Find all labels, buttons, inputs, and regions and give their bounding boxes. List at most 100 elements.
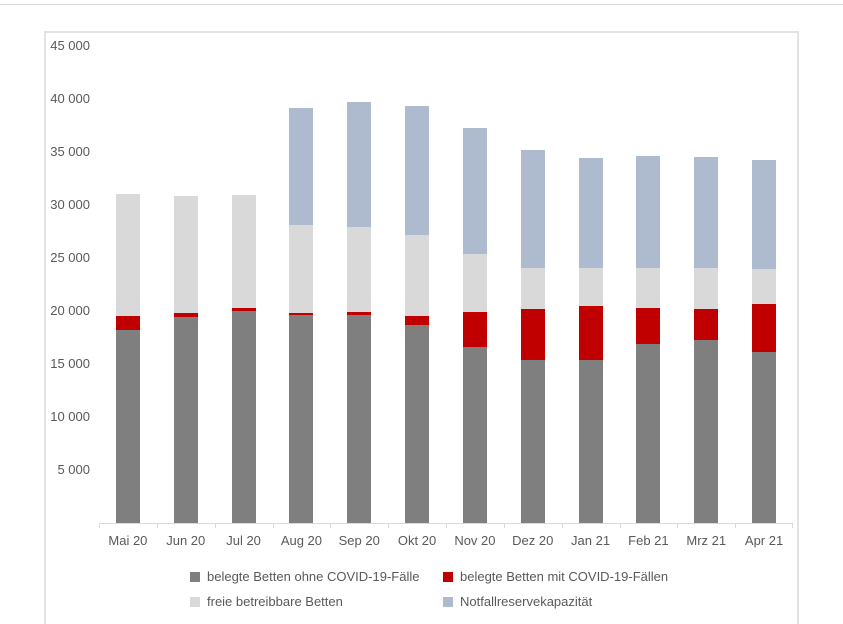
bar-segment	[289, 312, 314, 316]
x-axis-category-label: Feb 21	[628, 533, 669, 548]
bar-segment	[115, 316, 140, 331]
bar-stack	[694, 157, 719, 523]
bar-segment	[462, 127, 487, 254]
chart-frame-border-left	[44, 31, 46, 624]
x-axis-tick-mark	[273, 523, 274, 528]
bar-column-nov-20	[446, 46, 504, 523]
legend-item: belegte Betten mit COVID-19-Fällen	[443, 568, 668, 585]
bar-segment	[347, 102, 372, 228]
bar-segment	[289, 108, 314, 225]
x-axis-category-label: Mrz 21	[686, 533, 727, 548]
bar-segment	[173, 196, 198, 313]
bar-segment	[578, 305, 603, 360]
x-axis-labels: Mai 20 Jun 20 Jul 20 Aug 20 Sep 20 Okt 20 Nov …	[99, 533, 793, 553]
plot-area	[99, 46, 793, 528]
bar-segment	[462, 312, 487, 348]
x-axis-category-label: Apr 21	[744, 533, 784, 548]
bar-segment	[231, 307, 256, 311]
bar-segment	[289, 224, 314, 313]
x-axis-tick-mark	[215, 523, 216, 528]
bar-segment	[578, 267, 603, 306]
bar-segment	[520, 308, 545, 360]
bar-segment	[347, 312, 372, 316]
chart-frame-border-top	[44, 31, 799, 33]
x-axis-category-label: Jan 21	[571, 533, 611, 548]
bar-stack	[636, 156, 661, 523]
bar-segment	[520, 359, 545, 523]
x-axis-tick-mark	[735, 523, 736, 528]
bar-column-feb-21	[620, 46, 678, 523]
bar-segment	[578, 158, 603, 268]
bar-column-aug-20	[273, 46, 331, 523]
x-axis-category-label: Aug 20	[280, 533, 323, 548]
bar-segment	[405, 324, 430, 523]
legend-label: belegte Betten mit COVID-19-Fällen	[460, 569, 669, 584]
bar-stack	[347, 102, 372, 523]
x-axis-tick-mark	[504, 523, 505, 528]
bar-segment	[462, 253, 487, 313]
x-axis-category-label: Dez 20	[512, 533, 554, 548]
bar-segment	[462, 347, 487, 523]
x-axis-category-label: Okt 20	[397, 533, 437, 548]
x-axis-tick-mark	[388, 523, 389, 528]
bar-column-apr-21	[735, 46, 793, 523]
x-axis-category-label: Sep 20	[338, 533, 380, 548]
y-axis-tick-label: 20 000	[50, 303, 90, 318]
bar-column-jan-21	[562, 46, 620, 523]
bar-column-okt-20	[388, 46, 446, 523]
bar-segment	[115, 194, 140, 317]
legend-label: freie betreibbare Betten	[207, 594, 343, 609]
y-axis-tick-label: 30 000	[50, 197, 90, 212]
bar-segment	[405, 106, 430, 235]
bar-segment	[520, 149, 545, 268]
bar-stack	[752, 159, 777, 523]
x-axis-tick-mark	[677, 523, 678, 528]
bar-segment	[173, 312, 198, 318]
y-axis-tick-label: 40 000	[50, 91, 90, 106]
top-divider-line	[0, 4, 843, 5]
x-axis-tick-mark	[330, 523, 331, 528]
legend-item: belegte Betten ohne COVID-19-Fälle	[190, 568, 443, 585]
bar-segment	[636, 308, 661, 344]
bar-column-jul-20	[215, 46, 273, 523]
x-axis-category-label: Jun 20	[166, 533, 206, 548]
bar-segment	[173, 317, 198, 523]
legend-marker-icon	[190, 596, 200, 607]
chart-frame: 45 000 40 000 35 000 30 000 25 000 20 000 15 0…	[44, 31, 799, 624]
bar-segment	[752, 269, 777, 305]
bar-segment	[752, 352, 777, 523]
bar-segment	[578, 359, 603, 523]
bar-segment	[636, 343, 661, 523]
bar-column-dez-20	[504, 46, 562, 523]
y-axis-tick-label: 15 000	[50, 356, 90, 371]
x-axis-tick-mark	[446, 523, 447, 528]
bar-segment	[289, 315, 314, 523]
bar-column-jun-20	[157, 46, 215, 523]
legend-marker-icon	[190, 571, 200, 582]
x-axis-category-label: Nov 20	[454, 533, 496, 548]
y-axis-labels: 45 000 40 000 35 000 30 000 25 000 20 000 15 0…	[48, 31, 90, 531]
legend-item: Notfallreservekapazität	[443, 593, 668, 610]
legend-marker-icon	[443, 571, 453, 582]
bar-segment	[405, 234, 430, 317]
bar-segment	[115, 330, 140, 523]
bar-stack	[405, 106, 430, 523]
y-axis-tick-label: 10 000	[50, 409, 90, 424]
bar-segment	[231, 195, 256, 308]
x-axis-tick-mark	[157, 523, 158, 528]
bar-segment	[694, 267, 719, 309]
bar-stack	[289, 108, 314, 523]
legend-item: freie betreibbare Betten	[190, 593, 443, 610]
bar-segment	[694, 157, 719, 268]
x-axis-category-label: Mai 20	[108, 533, 148, 548]
bar-stack	[115, 194, 140, 523]
bar-segment	[694, 308, 719, 340]
y-axis-tick-label: 35 000	[50, 144, 90, 159]
x-axis-tick-mark	[99, 523, 100, 528]
bar-stack	[520, 149, 545, 523]
bar-segment	[347, 227, 372, 313]
bar-segment	[636, 156, 661, 268]
x-axis-category-label: Jul 20	[226, 533, 261, 548]
bar-segment	[520, 267, 545, 309]
